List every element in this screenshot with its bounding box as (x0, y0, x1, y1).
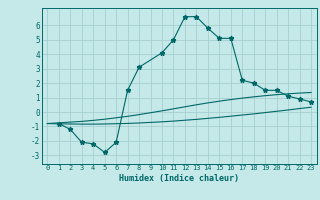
X-axis label: Humidex (Indice chaleur): Humidex (Indice chaleur) (119, 174, 239, 183)
